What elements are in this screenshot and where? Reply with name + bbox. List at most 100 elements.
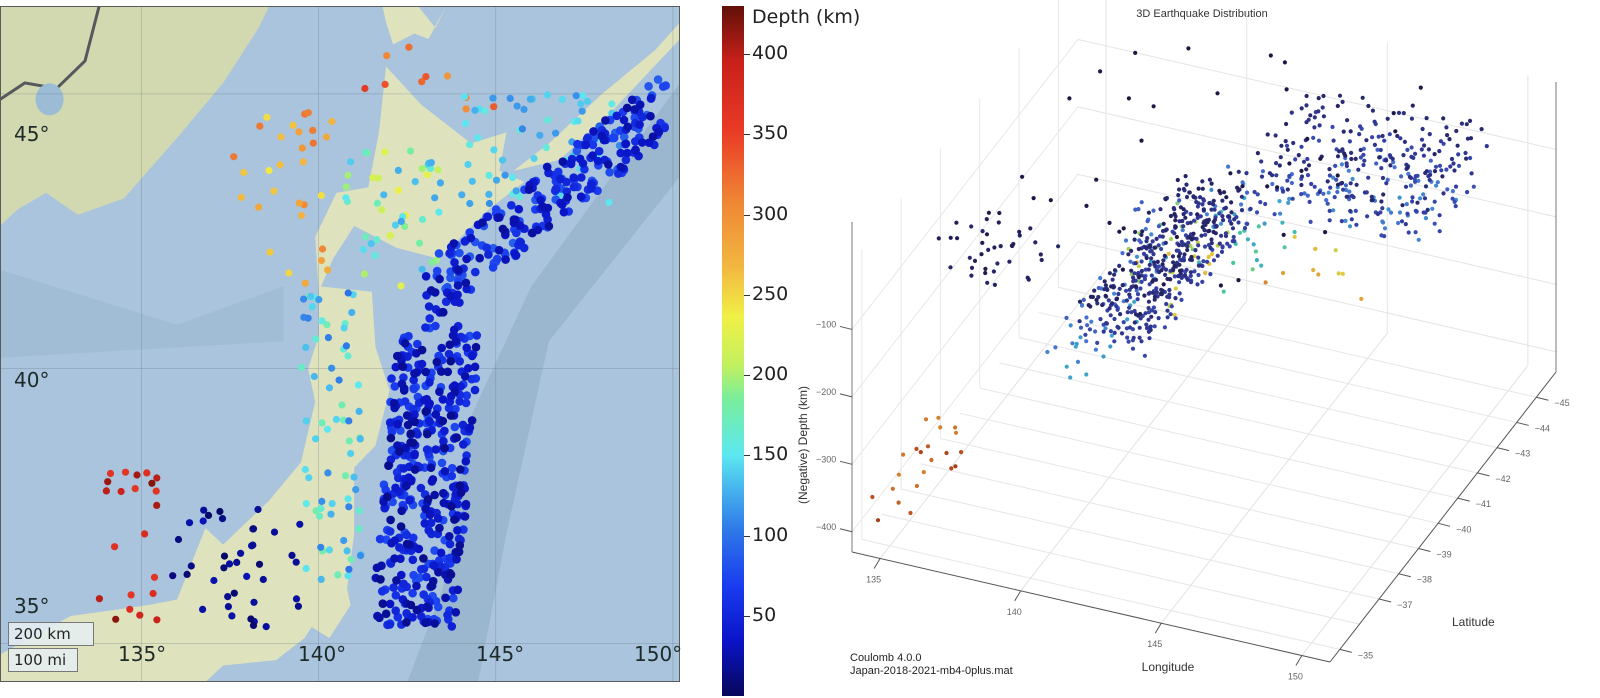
3d-earthquake-point <box>1070 341 1075 346</box>
3d-earthquake-point <box>1171 206 1176 211</box>
earthquake-point <box>425 417 434 427</box>
3d-earthquake-point <box>1200 225 1205 230</box>
colorbar-tick-100: 100 <box>752 523 789 546</box>
earthquake-point <box>345 437 353 445</box>
earthquake-point <box>427 286 436 295</box>
earthquake-point <box>111 543 119 551</box>
earthquake-point <box>362 233 370 241</box>
lake-khanka <box>35 83 64 116</box>
earthquake-point <box>381 80 389 88</box>
earthquake-point <box>378 599 388 608</box>
earthquake-point <box>425 378 434 387</box>
earthquake-point <box>424 302 434 311</box>
3d-earthquake-point <box>1163 272 1168 277</box>
3d-earthquake-point <box>1229 221 1234 226</box>
earthquake-point <box>508 173 517 182</box>
3d-earthquake-point <box>948 235 953 240</box>
3d-earthquake-point <box>1177 280 1182 285</box>
3d-earthquake-point <box>1196 260 1202 265</box>
3d-earthquake-point <box>1255 192 1260 197</box>
earthquake-point <box>199 517 207 525</box>
3d-earthquake-point <box>1138 286 1143 291</box>
plot-tick-labels: 135 140 145 150 −35 −37 −38 −39 −40 −41 −42 −43 −44 −… <box>816 319 1570 681</box>
earthquake-point <box>417 359 427 369</box>
3d-earthquake-point <box>1405 165 1410 170</box>
y-tick-label--42: −42 <box>1495 474 1510 484</box>
3d-earthquake-point <box>979 252 984 257</box>
land-masses <box>0 6 680 682</box>
3d-earthquake-point <box>1147 336 1152 341</box>
earthquake-point <box>421 367 431 377</box>
earthquake-point <box>427 159 435 167</box>
earthquake-point <box>395 447 404 456</box>
3d-earthquake-point <box>1337 93 1343 98</box>
earthquake-point <box>501 255 510 264</box>
earthquake-point <box>328 364 336 372</box>
3d-earthquake-point <box>1045 349 1050 355</box>
3d-earthquake-point <box>1173 296 1178 301</box>
earthquake-point <box>424 526 434 535</box>
earthquake-point <box>604 160 613 169</box>
earthquake-point <box>391 606 401 615</box>
3d-earthquake-point <box>1451 161 1456 166</box>
3d-earthquake-point <box>1077 299 1083 304</box>
3d-earthquake-point <box>1159 246 1164 252</box>
shikoku-kii <box>0 671 163 682</box>
x-tick-label-150: 150 <box>1288 672 1303 682</box>
3d-earthquake-point <box>1084 315 1089 320</box>
3d-earthquake-point <box>1127 325 1133 330</box>
3d-earthquake-point <box>1343 218 1348 223</box>
colorbar-tick-350: 350 <box>752 122 789 145</box>
earthquake-point <box>411 178 419 186</box>
earthquake-point <box>344 495 352 503</box>
earthquake-point <box>409 533 418 543</box>
3d-earthquake-point <box>1409 145 1414 150</box>
3d-earthquake-point <box>1225 241 1230 246</box>
3d-earthquake-point <box>1150 290 1155 295</box>
3d-earthquake-point <box>1092 288 1097 293</box>
earthquake-point <box>511 251 521 260</box>
3d-earthquake-point <box>1146 305 1151 311</box>
3d-earthquake-point <box>1325 201 1330 206</box>
3d-earthquake-point <box>1441 191 1446 196</box>
earthquake-point <box>342 183 350 191</box>
3d-earthquake-point <box>1201 207 1206 212</box>
3d-earthquake-point <box>1169 304 1174 309</box>
3d-scatter-plot[interactable]: 3D Earthquake Distribution 135 140 145 150 −… <box>790 0 1600 698</box>
3d-earthquake-point <box>1413 174 1418 179</box>
y-tick-mark <box>1437 522 1451 527</box>
earthquake-point <box>402 618 411 627</box>
3d-earthquake-point <box>1312 125 1317 130</box>
3d-shallow-point <box>1224 195 1229 200</box>
earthquake-point <box>451 404 460 414</box>
3d-earthquake-point <box>1154 290 1159 295</box>
earthquake-point <box>421 618 430 628</box>
earthquake-point <box>254 505 262 514</box>
earthquake-point <box>572 92 580 100</box>
earthquake-point <box>390 382 400 391</box>
3d-earthquake-point <box>1401 153 1406 158</box>
earthquake-point <box>406 600 416 610</box>
earthquake-point <box>461 93 469 101</box>
depth-colorbar <box>722 6 744 696</box>
3d-earthquake-point <box>1245 221 1250 226</box>
3d-earthquake-point <box>1406 230 1411 235</box>
3d-earthquake-point <box>980 229 985 234</box>
earthquake-point <box>360 270 369 278</box>
earthquake-point <box>325 546 333 554</box>
3d-earthquake-point <box>1195 215 1200 220</box>
earthquake-point <box>153 474 161 482</box>
earthquake-point <box>317 543 325 551</box>
3d-earthquake-point <box>1260 169 1265 174</box>
earthquake-map[interactable]: 45° 40° 35° 135° 140° 145° 150° 200 km 1… <box>0 6 694 698</box>
earthquake-point <box>390 554 399 563</box>
3d-earthquake-point <box>1262 221 1267 226</box>
3d-earthquake-point <box>1143 226 1148 232</box>
3d-earthquake-point <box>1444 167 1449 172</box>
3d-shallow-point <box>1121 226 1126 231</box>
earthquake-point <box>249 541 257 549</box>
3d-earthquake-point <box>1410 199 1415 204</box>
sakhalin <box>382 6 447 45</box>
earthquake-point <box>480 107 489 115</box>
earthquake-point <box>623 122 633 132</box>
